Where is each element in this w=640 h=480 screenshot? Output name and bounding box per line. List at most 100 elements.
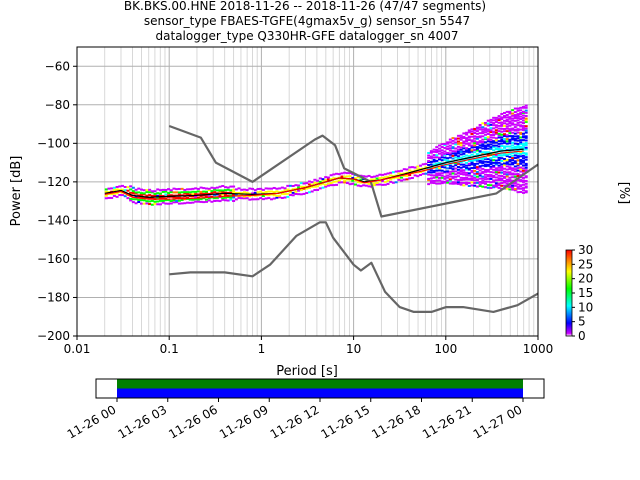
density-cell	[275, 190, 279, 193]
density-cell	[446, 147, 450, 150]
density-cell	[486, 124, 490, 127]
density-cell	[513, 135, 517, 138]
density-cell	[492, 168, 496, 171]
density-cell	[186, 192, 190, 195]
density-cell	[521, 154, 525, 157]
density-cell	[497, 164, 501, 167]
density-cell	[500, 127, 504, 130]
density-cell	[465, 147, 469, 150]
colorbar-tick-label: 10	[578, 300, 593, 314]
y-tick-label: −160	[37, 252, 70, 266]
density-cell	[484, 147, 488, 150]
density-cell	[316, 188, 320, 191]
density-cell	[497, 149, 501, 152]
density-cell	[435, 172, 439, 175]
density-cell	[516, 186, 520, 189]
density-cell	[451, 142, 455, 145]
density-cell	[473, 137, 477, 140]
density-cell	[467, 144, 471, 147]
density-cell	[307, 183, 311, 186]
density-cell	[283, 193, 287, 196]
density-cell	[446, 157, 450, 160]
y-tick-label: −100	[37, 136, 70, 150]
density-cell	[302, 185, 306, 188]
density-cell	[158, 197, 162, 200]
density-cell	[486, 122, 490, 125]
density-cell	[435, 146, 439, 149]
density-cell	[121, 188, 125, 191]
density-cell	[129, 185, 133, 188]
density-cell	[253, 191, 257, 194]
density-cell	[511, 109, 515, 112]
density-cell	[278, 191, 282, 194]
x-tick-label: 0.1	[160, 342, 179, 356]
density-cell	[473, 142, 477, 145]
density-cell	[470, 161, 474, 164]
density-cell	[500, 116, 504, 119]
density-cell	[465, 149, 469, 152]
density-cell	[156, 194, 160, 197]
density-cell	[400, 172, 404, 175]
density-cell	[484, 127, 488, 130]
density-cell	[467, 182, 471, 185]
density-cell	[188, 191, 192, 194]
colorbar-tick-label: 5	[578, 315, 586, 329]
density-cell	[511, 179, 515, 182]
density-cell	[473, 169, 477, 172]
density-cell	[459, 142, 463, 145]
density-cell	[513, 175, 517, 178]
density-cell	[104, 194, 108, 197]
density-cell	[508, 173, 512, 176]
density-cell	[310, 190, 314, 193]
density-cell	[511, 141, 515, 144]
density-cell	[473, 127, 477, 130]
density-cell	[478, 150, 482, 153]
density-cell	[432, 171, 436, 174]
density-cell	[175, 188, 179, 191]
density-cell	[194, 198, 198, 201]
density-cell	[521, 124, 525, 127]
density-cell	[337, 181, 341, 184]
density-cell	[494, 171, 498, 174]
density-cell	[524, 109, 528, 112]
density-cell	[359, 185, 363, 188]
density-cell	[492, 161, 496, 164]
density-cell	[475, 127, 479, 130]
density-cell	[400, 179, 404, 182]
curve-mean	[104, 150, 524, 200]
density-cell	[519, 111, 523, 114]
density-cell	[429, 151, 433, 154]
density-cell	[516, 142, 520, 145]
density-cell	[164, 188, 168, 191]
density-cell	[492, 149, 496, 152]
density-cell	[494, 118, 498, 121]
density-cell	[440, 149, 444, 152]
density-cell	[221, 184, 225, 187]
density-cell	[513, 173, 517, 176]
density-cell	[500, 182, 504, 185]
density-cell	[251, 192, 255, 195]
density-cell	[112, 186, 116, 189]
density-cell	[199, 186, 203, 189]
density-cell	[497, 169, 501, 172]
density-cell	[456, 152, 460, 155]
density-cell	[383, 176, 387, 179]
density-cell	[259, 190, 263, 193]
density-cell	[503, 184, 507, 187]
density-cell	[196, 187, 200, 190]
density-cell	[467, 139, 471, 142]
density-cell	[492, 122, 496, 125]
density-cell	[451, 152, 455, 155]
density-cell	[456, 140, 460, 143]
density-cell	[448, 153, 452, 156]
density-cell	[310, 183, 314, 186]
density-cell	[416, 168, 420, 171]
density-cell	[153, 202, 157, 205]
density-cell	[513, 117, 517, 120]
density-cell	[492, 140, 496, 143]
density-cell	[156, 188, 160, 191]
density-cell	[429, 177, 433, 180]
density-cell	[497, 119, 501, 122]
density-cell	[264, 194, 268, 197]
